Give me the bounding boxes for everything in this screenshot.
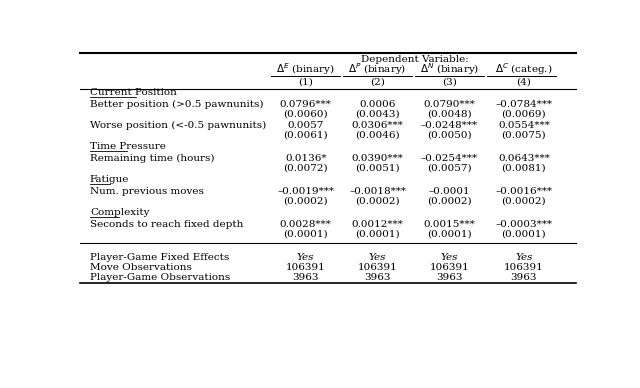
Text: Worse position (<-0.5 pawnunits): Worse position (<-0.5 pawnunits) <box>90 121 266 130</box>
Text: (0.0061): (0.0061) <box>284 131 328 140</box>
Text: –0.0248***: –0.0248*** <box>421 121 478 130</box>
Text: 106391: 106391 <box>504 263 544 272</box>
Text: (0.0002): (0.0002) <box>502 196 546 206</box>
Text: 0.0790***: 0.0790*** <box>424 100 476 109</box>
Text: (0.0001): (0.0001) <box>502 229 546 238</box>
Text: Num. previous moves: Num. previous moves <box>90 187 204 196</box>
Text: $\Delta^{N}$ (binary): $\Delta^{N}$ (binary) <box>420 61 479 77</box>
Text: Current Position: Current Position <box>90 88 177 97</box>
Text: (0.0002): (0.0002) <box>284 196 328 206</box>
Text: 0.0015***: 0.0015*** <box>424 220 476 229</box>
Text: Player-Game Observations: Player-Game Observations <box>90 273 230 282</box>
Text: Seconds to reach fixed depth: Seconds to reach fixed depth <box>90 220 243 229</box>
Text: 106391: 106391 <box>429 263 469 272</box>
Text: Yes: Yes <box>441 253 458 262</box>
Text: (0.0002): (0.0002) <box>428 196 472 206</box>
Text: (0.0060): (0.0060) <box>284 110 328 119</box>
Text: 0.0306***: 0.0306*** <box>352 121 403 130</box>
Text: $\Delta^{P}$ (binary): $\Delta^{P}$ (binary) <box>349 61 406 77</box>
Text: 106391: 106391 <box>286 263 326 272</box>
Text: Better position (>0.5 pawnunits): Better position (>0.5 pawnunits) <box>90 100 264 109</box>
Text: Move Observations: Move Observations <box>90 263 192 272</box>
Text: $\Delta^{C}$ (categ.): $\Delta^{C}$ (categ.) <box>495 61 553 77</box>
Text: (0.0072): (0.0072) <box>284 164 328 173</box>
Text: (2): (2) <box>370 78 385 87</box>
Text: 0.0136*: 0.0136* <box>285 154 326 163</box>
Text: –0.0019***: –0.0019*** <box>277 187 334 196</box>
Text: (0.0001): (0.0001) <box>355 229 400 238</box>
Text: Time Pressure: Time Pressure <box>90 142 166 151</box>
Text: (0.0081): (0.0081) <box>502 164 546 173</box>
Text: –0.0784***: –0.0784*** <box>495 100 552 109</box>
Text: (0.0046): (0.0046) <box>355 131 400 140</box>
Text: 106391: 106391 <box>358 263 397 272</box>
Text: 0.0390***: 0.0390*** <box>352 154 403 163</box>
Text: Yes: Yes <box>515 253 532 262</box>
Text: 0.0643***: 0.0643*** <box>498 154 550 163</box>
Text: Yes: Yes <box>369 253 387 262</box>
Text: –0.0254***: –0.0254*** <box>421 154 478 163</box>
Text: 0.0554***: 0.0554*** <box>498 121 550 130</box>
Text: 0.0012***: 0.0012*** <box>352 220 403 229</box>
Text: $\Delta^{E}$ (binary): $\Delta^{E}$ (binary) <box>276 61 335 77</box>
Text: (1): (1) <box>298 78 313 87</box>
Text: Remaining time (hours): Remaining time (hours) <box>90 154 214 163</box>
Text: Complexity: Complexity <box>90 208 149 217</box>
Text: Yes: Yes <box>297 253 314 262</box>
Text: (0.0057): (0.0057) <box>428 164 472 173</box>
Text: 3963: 3963 <box>364 273 391 282</box>
Text: Player-Game Fixed Effects: Player-Game Fixed Effects <box>90 253 229 262</box>
Text: (0.0001): (0.0001) <box>284 229 328 238</box>
Text: (4): (4) <box>516 78 531 87</box>
Text: 3963: 3963 <box>511 273 537 282</box>
Text: Fatigue: Fatigue <box>90 175 129 184</box>
Text: 0.0796***: 0.0796*** <box>280 100 332 109</box>
Text: 0.0006: 0.0006 <box>360 100 396 109</box>
Text: 0.0028***: 0.0028*** <box>280 220 332 229</box>
Text: (0.0043): (0.0043) <box>355 110 400 119</box>
Text: (0.0069): (0.0069) <box>502 110 546 119</box>
Text: (3): (3) <box>442 78 457 87</box>
Text: –0.0001: –0.0001 <box>429 187 470 196</box>
Text: –0.0018***: –0.0018*** <box>349 187 406 196</box>
Text: 0.0057: 0.0057 <box>287 121 324 130</box>
Text: 3963: 3963 <box>436 273 463 282</box>
Text: (0.0050): (0.0050) <box>428 131 472 140</box>
Text: 3963: 3963 <box>292 273 319 282</box>
Text: –0.0016***: –0.0016*** <box>495 187 552 196</box>
Text: (0.0001): (0.0001) <box>428 229 472 238</box>
Text: –0.0003***: –0.0003*** <box>495 220 552 229</box>
Text: (0.0051): (0.0051) <box>355 164 400 173</box>
Text: (0.0048): (0.0048) <box>428 110 472 119</box>
Text: (0.0002): (0.0002) <box>355 196 400 206</box>
Text: (0.0075): (0.0075) <box>502 131 546 140</box>
Text: Dependent Variable:: Dependent Variable: <box>361 55 468 64</box>
